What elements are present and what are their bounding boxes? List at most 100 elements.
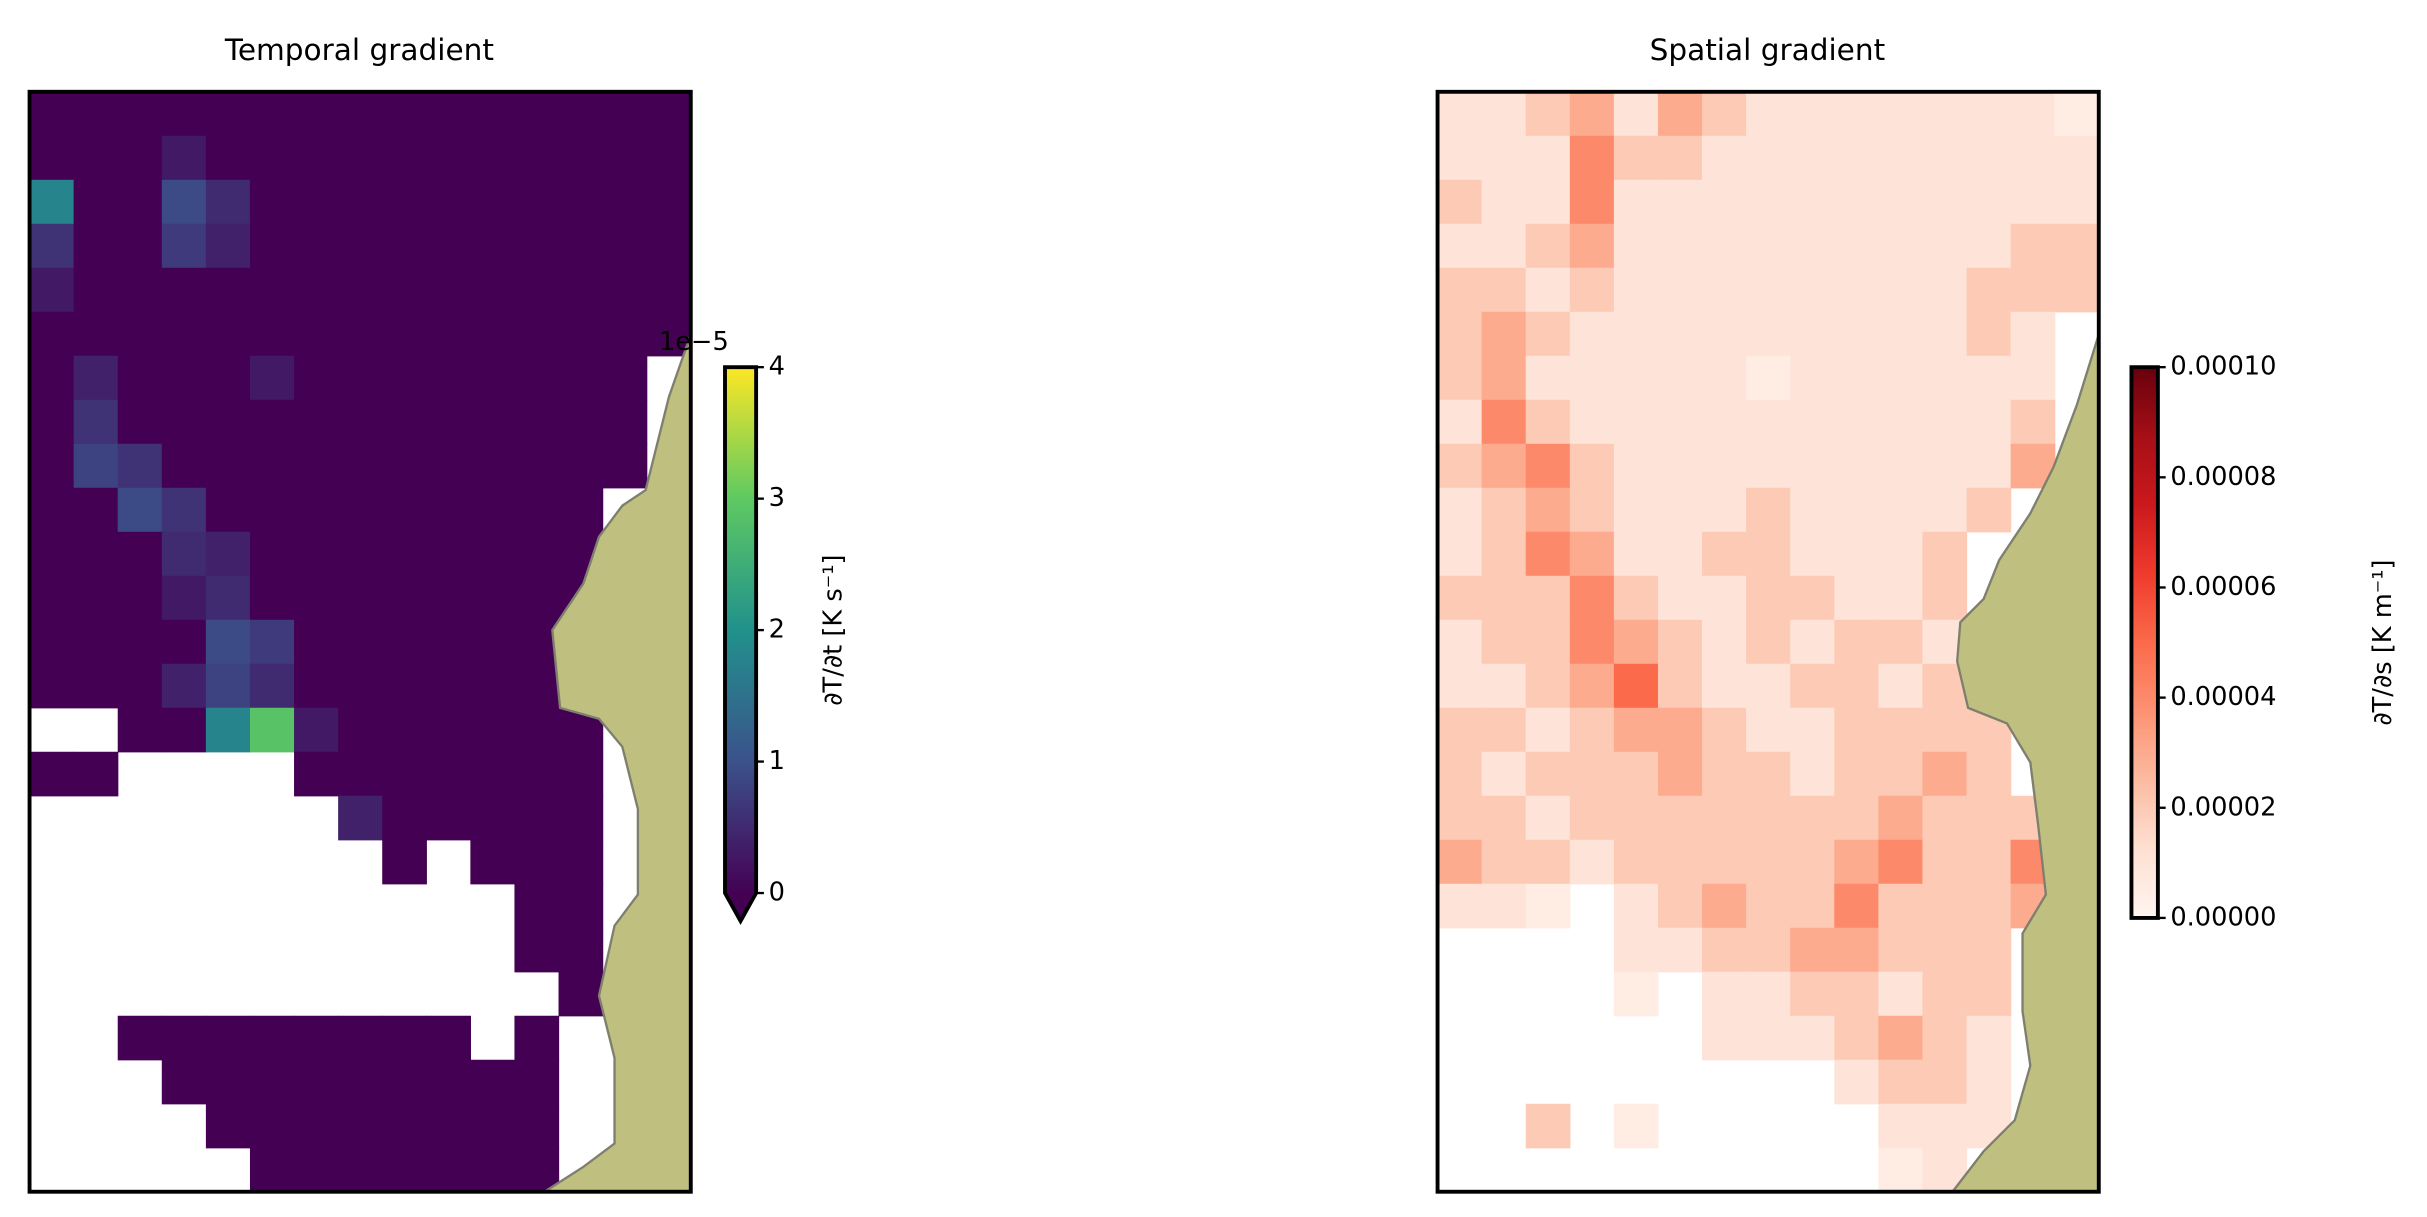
heatmap-cell: [1657, 135, 1703, 181]
colorbar-tick-label: 0.00008: [2170, 462, 2276, 492]
heatmap-cell: [1966, 223, 2012, 269]
heatmap-cell: [249, 91, 295, 137]
heatmap-cell: [29, 619, 75, 665]
heatmap-cell: [470, 91, 516, 137]
heatmap-cell: [1966, 311, 2012, 357]
heatmap-cell: [205, 663, 251, 709]
heatmap-cell: [161, 399, 207, 445]
heatmap-cell: [1834, 927, 1879, 973]
heatmap-cell: [1790, 839, 1835, 885]
heatmap-cell: [73, 179, 119, 225]
heatmap-cell: [514, 443, 560, 489]
heatmap-cell: [1525, 223, 1571, 269]
heatmap-cell: [29, 751, 75, 797]
heatmap-cell: [1613, 839, 1659, 885]
heatmap-cell: [1790, 487, 1835, 533]
heatmap-cell: [514, 1059, 560, 1105]
heatmap-cell: [1834, 883, 1879, 929]
heatmap-cell: [382, 223, 427, 269]
heatmap-cell: [514, 531, 560, 577]
heatmap-cell: [2010, 135, 2056, 181]
heatmap-cell: [1878, 531, 1924, 577]
heatmap-cell: [1790, 927, 1835, 973]
heatmap-cell: [470, 179, 516, 225]
heatmap-cell: [1702, 839, 1747, 885]
heatmap-cell: [1922, 707, 1968, 753]
heatmap-cell: [1657, 399, 1703, 445]
heatmap-cell: [2010, 311, 2056, 357]
heatmap-cell: [161, 223, 207, 269]
heatmap-cell: [1922, 223, 1968, 269]
heatmap-cell: [294, 663, 339, 709]
heatmap-cell: [470, 355, 516, 401]
heatmap-cell: [2054, 91, 2100, 137]
heatmap-cell: [1878, 575, 1924, 621]
heatmap-cell: [1878, 223, 1924, 269]
heatmap-cell: [1922, 267, 1968, 313]
heatmap-cell: [602, 311, 648, 357]
heatmap-cell: [1613, 795, 1659, 841]
heatmap-cell: [514, 575, 560, 621]
heatmap-cell: [1790, 531, 1835, 577]
heatmap-cell: [1525, 883, 1571, 929]
heatmap-cells: [1437, 91, 2100, 1193]
heatmap-cell: [426, 1147, 471, 1193]
heatmap-cell: [1481, 443, 1527, 489]
heatmap-cell: [1657, 707, 1703, 753]
heatmap-cell: [382, 707, 427, 753]
heatmap-cell: [470, 531, 516, 577]
heatmap-cell: [249, 531, 295, 577]
heatmap-cell: [1657, 179, 1703, 225]
heatmap-cell: [1613, 1103, 1659, 1149]
heatmap-cell: [294, 1147, 339, 1193]
heatmap-cell: [1569, 179, 1615, 225]
heatmap-cell: [1746, 883, 1791, 929]
heatmap-cell: [1657, 663, 1703, 709]
heatmap-cell: [470, 223, 516, 269]
heatmap-cell: [514, 927, 560, 973]
heatmap-cell: [602, 267, 648, 313]
heatmap-cell: [1790, 1015, 1835, 1061]
heatmap-cell: [1613, 135, 1659, 181]
heatmap-cell: [1746, 839, 1791, 885]
heatmap-cell: [470, 1059, 516, 1105]
heatmap-cell: [1657, 443, 1703, 489]
heatmap-cell: [1834, 311, 1879, 357]
heatmap-cell: [1834, 135, 1879, 181]
heatmap-cell: [382, 135, 427, 181]
heatmap-cell: [1790, 223, 1835, 269]
heatmap-cell: [294, 1015, 339, 1061]
heatmap-cell: [1613, 531, 1659, 577]
heatmap-cell: [1834, 751, 1879, 797]
heatmap-cell: [382, 795, 427, 841]
heatmap-cell: [646, 135, 692, 181]
heatmap-cell: [1878, 619, 1924, 665]
heatmap-cell: [1834, 487, 1879, 533]
heatmap-cell: [338, 1059, 383, 1105]
heatmap-cell: [426, 1059, 471, 1105]
panel-title: Spatial gradient: [1650, 33, 1886, 67]
heatmap-cell: [426, 1103, 471, 1149]
heatmap-cell: [1481, 883, 1527, 929]
colorbar: [2131, 367, 2158, 918]
heatmap-cell: [338, 663, 383, 709]
heatmap-cell: [205, 1103, 251, 1149]
heatmap-cell: [117, 619, 163, 665]
heatmap-cell: [1834, 223, 1879, 269]
heatmap-cell: [1922, 179, 1968, 225]
colorbar-tick-label: 0.00004: [2170, 682, 2276, 712]
heatmap-cell: [73, 91, 119, 137]
heatmap-cell: [646, 267, 692, 313]
heatmap-cell: [382, 311, 427, 357]
heatmap-cell: [1481, 619, 1527, 665]
heatmap-cell: [1790, 355, 1835, 401]
heatmap-cell: [338, 179, 383, 225]
heatmap-cell: [249, 1147, 295, 1193]
heatmap-cell: [29, 531, 75, 577]
heatmap-cell: [1922, 575, 1968, 621]
heatmap-cell: [2010, 91, 2056, 137]
heatmap-cell: [470, 487, 516, 533]
heatmap-cell: [1702, 1015, 1747, 1061]
heatmap-cell: [426, 399, 471, 445]
figure-content: Temporal gradient Spatial gradient 1e−5 …: [27, 33, 2398, 1194]
